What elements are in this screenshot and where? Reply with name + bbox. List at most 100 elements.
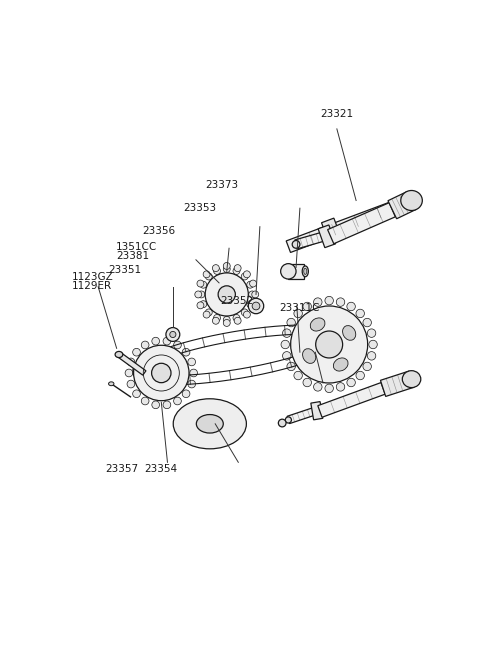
Circle shape xyxy=(223,317,230,323)
Circle shape xyxy=(303,302,312,311)
Circle shape xyxy=(212,317,219,324)
Circle shape xyxy=(190,369,197,377)
Circle shape xyxy=(223,265,230,273)
Circle shape xyxy=(243,311,251,318)
Circle shape xyxy=(174,341,181,349)
Text: 1123GZ: 1123GZ xyxy=(72,272,114,282)
Circle shape xyxy=(205,309,212,316)
Circle shape xyxy=(214,267,220,275)
Text: 23321: 23321 xyxy=(320,109,353,120)
Polygon shape xyxy=(381,371,414,396)
Circle shape xyxy=(278,419,286,427)
Ellipse shape xyxy=(343,326,356,340)
Circle shape xyxy=(152,363,171,382)
Circle shape xyxy=(325,296,334,305)
Circle shape xyxy=(252,302,260,310)
Circle shape xyxy=(252,291,259,298)
Circle shape xyxy=(195,291,202,298)
Circle shape xyxy=(316,331,343,358)
Circle shape xyxy=(367,329,376,337)
Circle shape xyxy=(347,302,355,311)
Circle shape xyxy=(141,341,149,349)
Circle shape xyxy=(243,271,251,278)
Circle shape xyxy=(234,317,241,324)
Circle shape xyxy=(166,328,180,342)
Circle shape xyxy=(197,280,204,287)
Ellipse shape xyxy=(108,382,114,386)
Circle shape xyxy=(212,265,219,271)
Text: 1351CC: 1351CC xyxy=(116,242,157,252)
Ellipse shape xyxy=(304,268,307,275)
Circle shape xyxy=(248,298,264,313)
Circle shape xyxy=(336,298,345,306)
Ellipse shape xyxy=(334,358,348,371)
Circle shape xyxy=(294,309,302,318)
Circle shape xyxy=(363,318,372,327)
Text: 23373: 23373 xyxy=(205,180,239,190)
Circle shape xyxy=(205,273,248,316)
Circle shape xyxy=(174,397,181,405)
Circle shape xyxy=(205,273,212,280)
Circle shape xyxy=(250,302,256,309)
Circle shape xyxy=(249,291,256,298)
Circle shape xyxy=(281,263,296,279)
Polygon shape xyxy=(328,203,396,244)
Circle shape xyxy=(141,397,149,405)
Circle shape xyxy=(356,309,364,318)
Circle shape xyxy=(152,337,159,345)
Circle shape xyxy=(163,401,171,409)
Circle shape xyxy=(287,362,295,371)
Circle shape xyxy=(214,315,220,321)
Circle shape xyxy=(188,358,195,366)
Circle shape xyxy=(283,351,291,360)
Text: 23357: 23357 xyxy=(105,464,138,474)
Text: 23311C: 23311C xyxy=(279,302,320,313)
Polygon shape xyxy=(322,218,341,243)
Circle shape xyxy=(182,348,190,356)
Ellipse shape xyxy=(115,351,123,357)
Circle shape xyxy=(313,298,322,306)
Polygon shape xyxy=(311,401,323,420)
Text: 23354: 23354 xyxy=(144,464,178,474)
Ellipse shape xyxy=(302,266,308,277)
Polygon shape xyxy=(287,408,315,424)
Circle shape xyxy=(367,351,376,360)
Circle shape xyxy=(127,358,135,366)
Ellipse shape xyxy=(401,191,422,210)
Polygon shape xyxy=(295,232,324,249)
Circle shape xyxy=(223,263,230,269)
Circle shape xyxy=(369,340,377,349)
Circle shape xyxy=(247,301,254,307)
Text: 23351: 23351 xyxy=(108,265,142,275)
Polygon shape xyxy=(388,191,416,219)
Polygon shape xyxy=(118,352,146,375)
Polygon shape xyxy=(318,225,336,248)
Circle shape xyxy=(291,306,368,383)
Circle shape xyxy=(250,280,256,287)
Circle shape xyxy=(197,302,204,309)
Circle shape xyxy=(203,311,210,318)
Ellipse shape xyxy=(402,371,421,388)
Circle shape xyxy=(325,384,334,393)
Circle shape xyxy=(363,362,372,371)
Circle shape xyxy=(233,315,240,321)
Text: 23356: 23356 xyxy=(142,225,175,236)
Circle shape xyxy=(281,340,289,349)
Circle shape xyxy=(133,346,189,401)
Circle shape xyxy=(241,273,248,280)
Circle shape xyxy=(125,369,133,377)
Circle shape xyxy=(170,331,176,338)
Ellipse shape xyxy=(173,399,246,449)
Text: 23381: 23381 xyxy=(116,251,149,261)
Circle shape xyxy=(313,382,322,391)
Circle shape xyxy=(285,417,291,423)
Circle shape xyxy=(200,281,207,288)
Polygon shape xyxy=(286,198,404,252)
Circle shape xyxy=(218,286,235,303)
Circle shape xyxy=(132,390,140,397)
Circle shape xyxy=(347,378,355,387)
Circle shape xyxy=(152,401,159,409)
Ellipse shape xyxy=(310,318,325,331)
Circle shape xyxy=(234,265,241,271)
Circle shape xyxy=(303,378,312,387)
